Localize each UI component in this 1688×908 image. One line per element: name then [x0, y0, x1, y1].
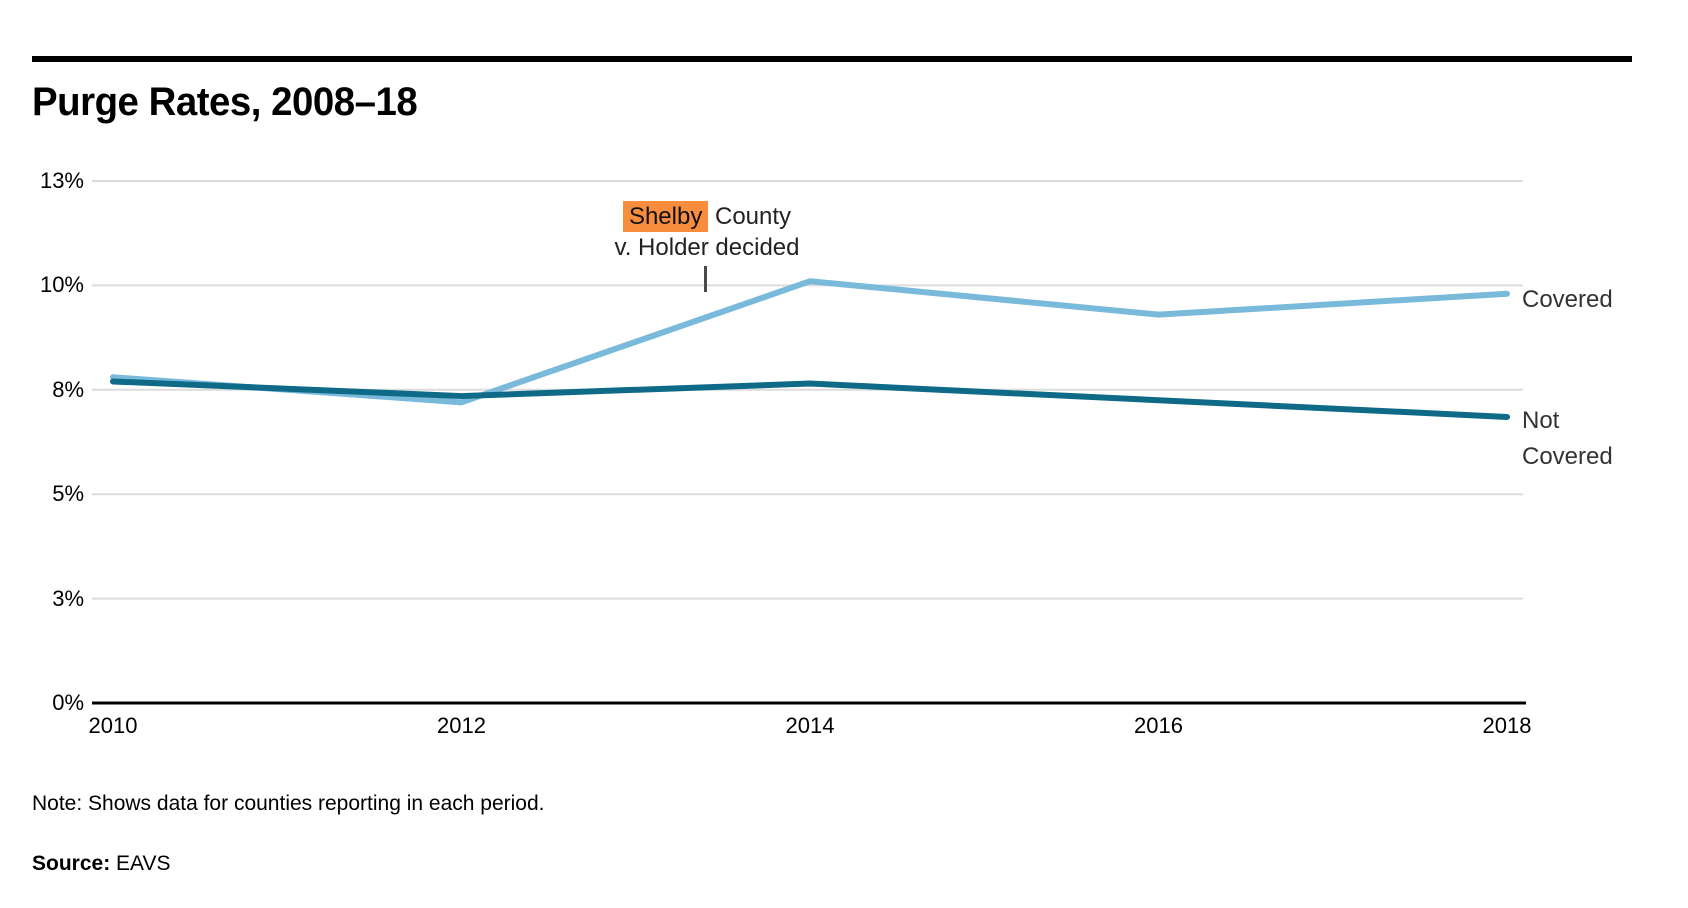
series-line-not-covered: [110, 378, 1510, 420]
annotation-line-2: v. Holder decided: [614, 234, 800, 261]
series-label-not-covered: Not Covered: [1522, 403, 1613, 475]
x-tick-label: 2018: [1482, 713, 1532, 738]
y-tick-label: 0%: [52, 690, 84, 715]
series-label-covered: Covered: [1522, 286, 1613, 313]
shelby-highlight: Shelby: [622, 201, 709, 232]
y-tick-label: 5%: [52, 481, 84, 507]
source-value: EAVS: [116, 852, 171, 875]
chart-title: Purge Rates, 2008–18: [32, 80, 418, 124]
shelby-annotation: Shelby County v. Holder decided: [527, 201, 887, 263]
source-text: Source: EAVS: [32, 852, 171, 876]
x-tick-label: 2016: [1134, 713, 1183, 738]
source-label: Source:: [32, 852, 111, 875]
annotation-line-1: Shelby County: [527, 201, 887, 232]
note-text: Note: Shows data for counties reporting …: [32, 792, 545, 815]
annotation-tick-mark: [703, 266, 707, 292]
x-tick-label: 2012: [437, 713, 486, 738]
x-tick-label: 2014: [785, 713, 835, 738]
annotation-line-1-rest: County: [708, 203, 792, 230]
y-tick-label: 3%: [52, 585, 84, 611]
x-tick-label: 2010: [88, 713, 138, 738]
y-tick-label: 8%: [52, 376, 84, 402]
y-tick-label: 13%: [39, 168, 84, 193]
series-label-not-covered-line-2: Covered: [1522, 443, 1613, 470]
series-label-not-covered-line-1: Not: [1522, 407, 1560, 434]
y-tick-label: 10%: [39, 272, 84, 298]
top-rule: [32, 56, 1632, 62]
